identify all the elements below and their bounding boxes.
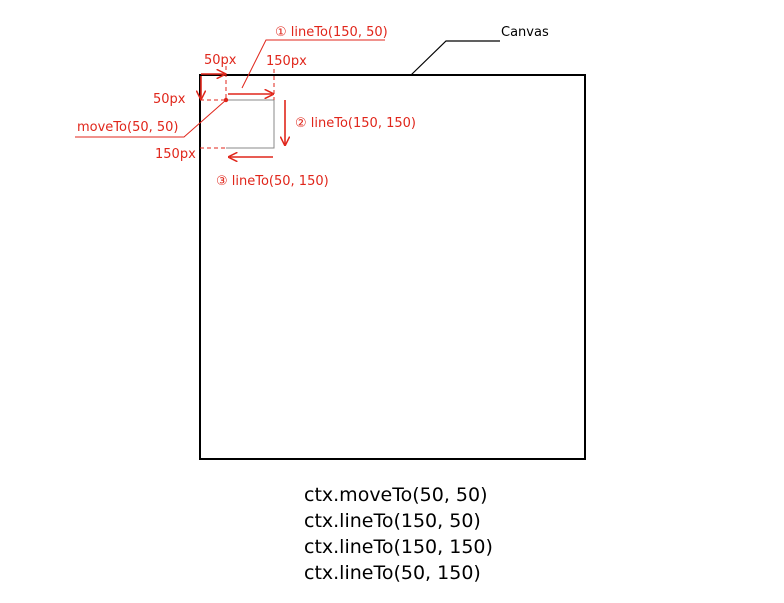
code-line-lineto-3: ctx.lineTo(50, 150) [304,562,481,584]
canvas-leader-line [410,40,500,76]
step3-label: ③ lineTo(50, 150) [216,174,329,189]
step1-label: ① lineTo(150, 50) [275,25,388,40]
step1-leader [241,39,385,89]
code-line-lineto-1: ctx.lineTo(150, 50) [304,510,481,532]
drawn-path [226,99,275,149]
code-block: ctx.moveTo(50, 50) ctx.lineTo(150, 50) c… [304,482,493,586]
canvas-frame [199,74,586,460]
code-line-moveto: ctx.moveTo(50, 50) [304,484,488,506]
canvas-label: Canvas [501,25,549,40]
dim-x150-label: 150px [266,54,307,69]
code-line-lineto-2: ctx.lineTo(150, 150) [304,536,493,558]
dim-y50-label: 50px [153,92,186,107]
dim-y150-label: 150px [155,147,196,162]
move-leader [75,99,227,138]
move-label: moveTo(50, 50) [77,120,179,135]
step2-label: ② lineTo(150, 150) [295,116,416,131]
dim-x50-label: 50px [204,53,237,68]
